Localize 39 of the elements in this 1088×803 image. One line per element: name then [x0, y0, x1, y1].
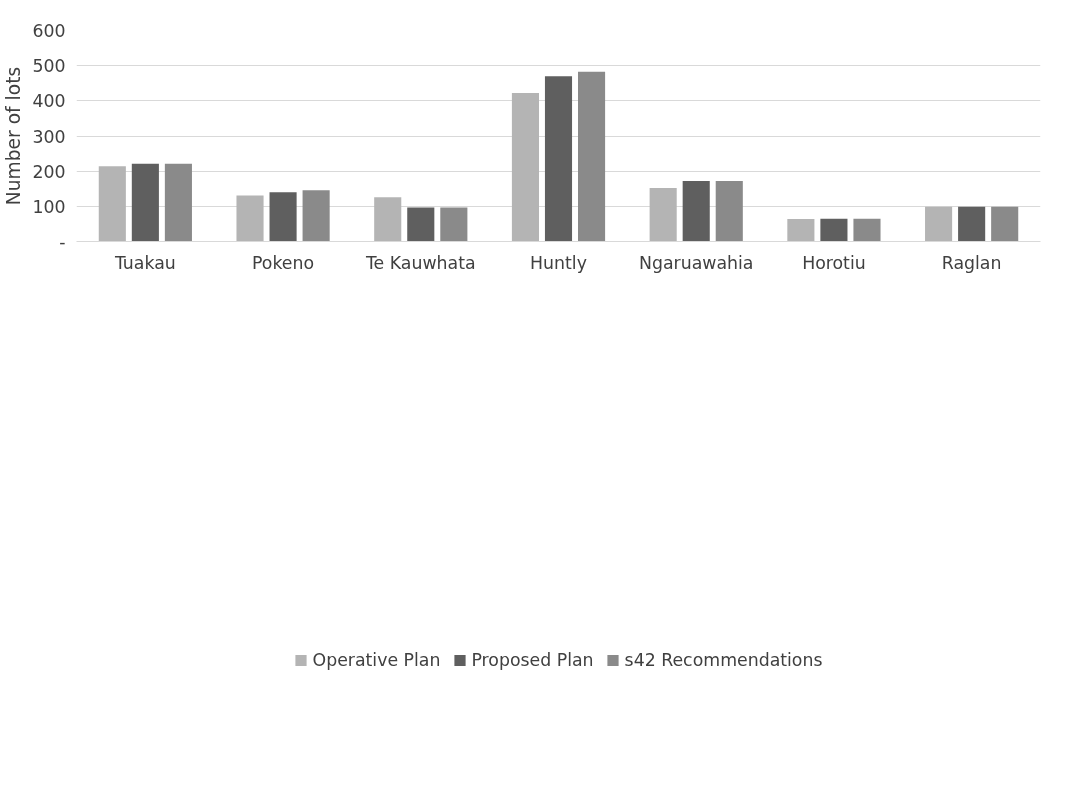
y-axis-title: Number of lots: [3, 66, 25, 206]
x-tick-label: Tuakau: [113, 252, 176, 273]
y-tick-label: 400: [32, 91, 66, 112]
x-tick-label: Horotiu: [802, 252, 866, 273]
y-tick-label: 200: [32, 161, 66, 182]
legend-label: Proposed Plan: [471, 650, 594, 670]
bar: [991, 206, 1019, 242]
bar: [98, 166, 126, 242]
legend-label: Operative Plan: [312, 650, 441, 670]
x-tick-label: Ngaruawahia: [638, 252, 754, 273]
y-tick-label: -: [59, 232, 66, 252]
bar: [682, 181, 710, 242]
legend-label: s42 Recommendations: [624, 650, 823, 670]
bar: [164, 163, 192, 242]
y-tick-label: 100: [32, 196, 66, 217]
bar: [787, 218, 815, 242]
bar: [925, 206, 953, 242]
bar: [302, 190, 330, 242]
x-tick-label: Pokeno: [252, 252, 315, 273]
bar: [269, 192, 297, 242]
bar: [820, 218, 848, 242]
y-tick-label: 500: [32, 56, 66, 77]
y-tick-label: 600: [32, 21, 66, 41]
x-tick-label: Te Kauwhata: [364, 252, 476, 273]
bar: [958, 206, 986, 242]
bar: [649, 188, 677, 242]
bar: [131, 163, 159, 242]
bar: [853, 218, 881, 242]
bar: [715, 181, 743, 242]
x-tick-label: Raglan: [941, 252, 1002, 273]
bar: [374, 197, 402, 242]
bar: [407, 207, 435, 242]
bar: [544, 76, 573, 242]
x-tick-label: Huntly: [530, 252, 587, 273]
y-tick-label: 300: [32, 126, 66, 147]
bar: [236, 195, 264, 242]
bar: [440, 207, 468, 242]
bar: [578, 71, 606, 242]
bar: [511, 93, 539, 242]
